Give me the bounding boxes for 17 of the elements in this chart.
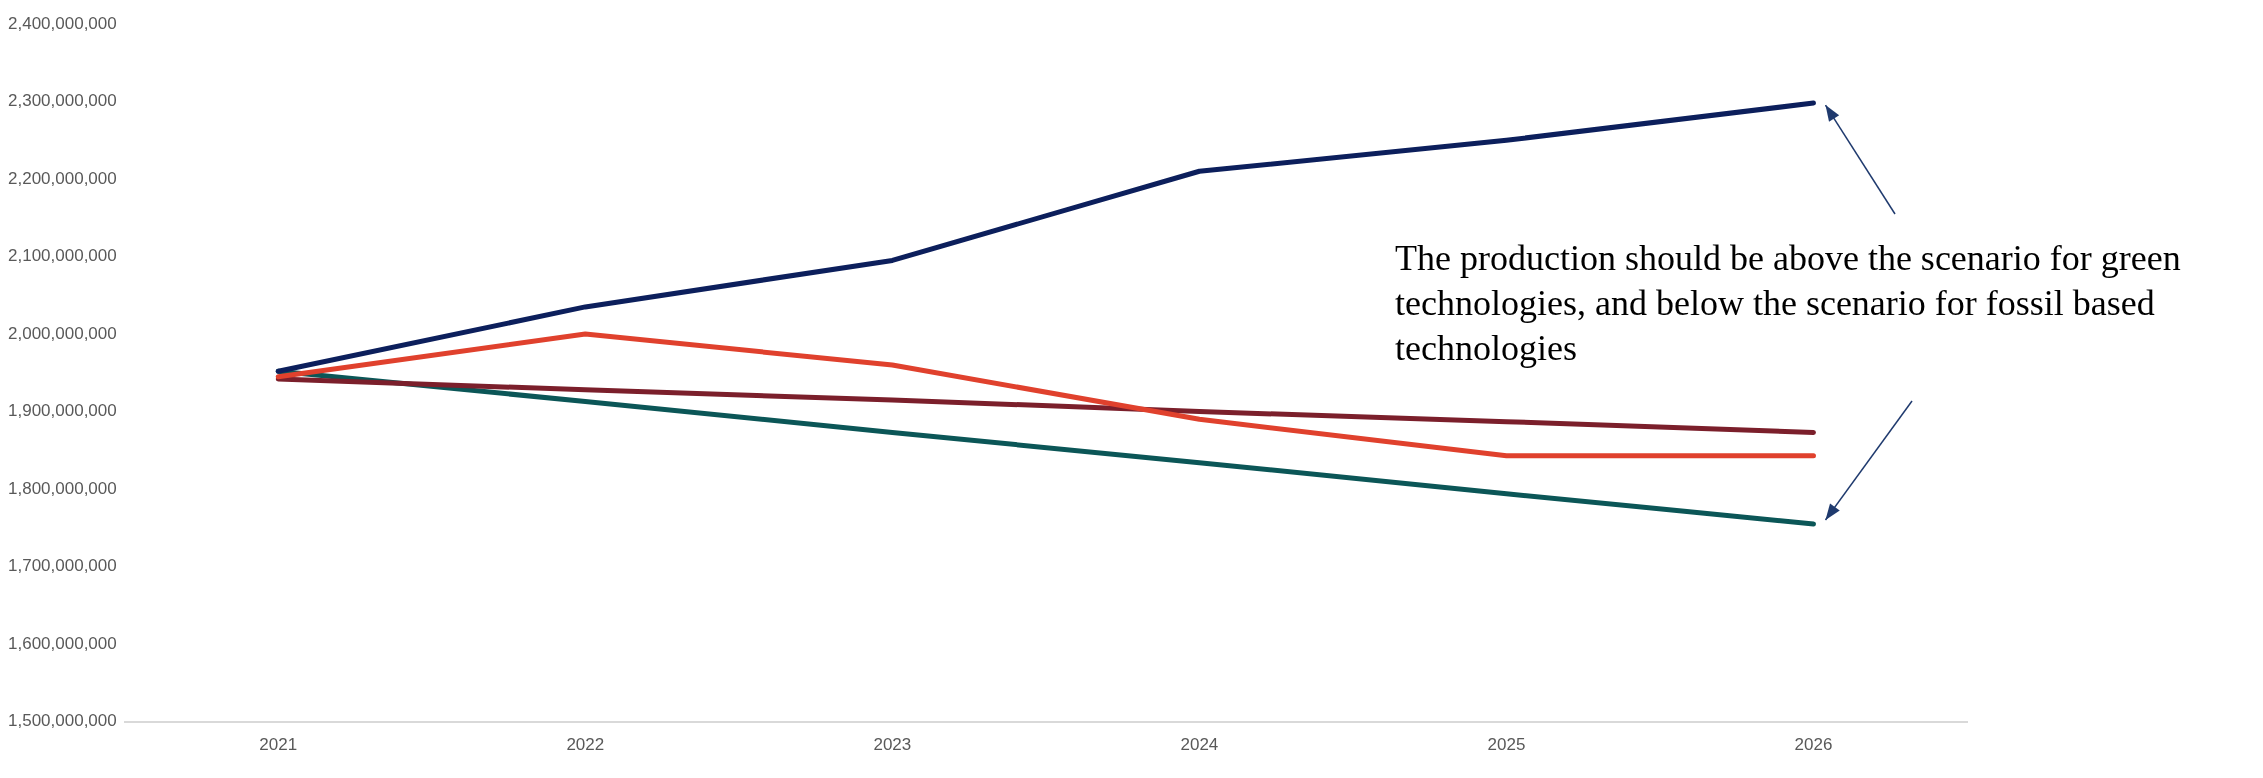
annotation: The production should be above the scenario for green technologies, and below the scenario for fossil based technologies — [1395, 237, 2182, 370]
x-tick-label: 2025 — [1487, 735, 1526, 755]
y-tick-label: 2,000,000,000 — [8, 323, 117, 343]
x-tick-label: 2023 — [873, 735, 912, 755]
y-tick-label: 1,900,000,000 — [8, 401, 117, 421]
y-tick-label: 1,500,000,000 — [8, 711, 117, 731]
y-tick-label: 2,100,000,000 — [8, 246, 117, 266]
x-tick-label: 2022 — [566, 735, 605, 755]
x-tick-label: 2026 — [1794, 735, 1833, 755]
y-tick-label: 1,600,000,000 — [8, 633, 117, 653]
x-tick-label: 2021 — [259, 735, 298, 755]
y-tick-label: 2,400,000,000 — [8, 13, 117, 33]
x-tick-label: 2024 — [1180, 735, 1219, 755]
y-tick-label: 2,200,000,000 — [8, 168, 117, 188]
y-tick-label: 1,700,000,000 — [8, 556, 117, 576]
y-tick-label: 1,800,000,000 — [8, 478, 117, 498]
y-tick-label: 2,300,000,000 — [8, 91, 117, 111]
